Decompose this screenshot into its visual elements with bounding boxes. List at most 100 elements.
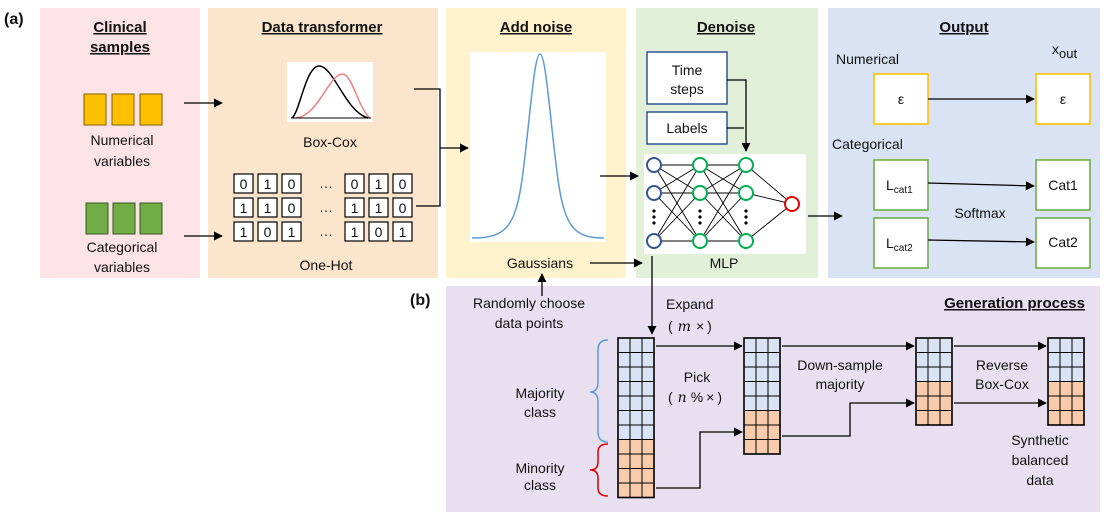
onehot-grid: 0 1 0 0 1 0…1 1 0 1 1 0…1 0 1 1 0 1… [233, 173, 413, 242]
numerical-variables-line2: variables [94, 153, 150, 169]
onehot-cell-value: 0 [288, 200, 296, 216]
downsampled-data-grid-cell [915, 395, 929, 411]
clinical-title-line1: Clinical [93, 19, 146, 36]
onehot-cell-value: 0 [351, 176, 359, 192]
onehot-cell [281, 221, 302, 242]
downsampled-data-grid-cell [939, 366, 953, 382]
reverse-line2: Box-Cox [975, 376, 1029, 392]
picked-data-grid-cell [755, 337, 769, 353]
mlp-edge [699, 164, 747, 194]
expanded-data-grid-cell [617, 468, 631, 484]
onehot-cell [344, 197, 365, 218]
synthetic-line2: balanced [1012, 452, 1069, 468]
mlp-ellipsis-dot [652, 215, 656, 219]
pick-factor: (n% ×) [668, 389, 722, 406]
synthetic-data-grid-cell [1071, 352, 1085, 368]
cat2-box [1035, 217, 1091, 269]
connector-boxcox-out [414, 88, 441, 148]
picked-data-grid-cell [767, 352, 781, 368]
picked-data-grid-cell [755, 395, 769, 411]
onehot-cell [368, 197, 389, 218]
gaussian-curve [471, 53, 605, 239]
onehot-cell [344, 221, 365, 242]
mlp-node [738, 233, 754, 249]
clinical-title-line2: samples [90, 39, 150, 56]
expanded-data-grid-cell [641, 366, 655, 382]
onehot-cell [281, 197, 302, 218]
minority-brace [589, 443, 609, 497]
downsampled-data-grid-cell [927, 381, 941, 397]
majority-class-line2: class [524, 404, 556, 420]
expanded-data-grid-cell [641, 352, 655, 368]
gaussians-label: Gaussians [507, 255, 573, 271]
mlp-node [646, 157, 662, 173]
onehot-cell-value: 1 [399, 224, 407, 240]
onehot-cell [233, 173, 254, 194]
transformer-title: Data transformer [262, 19, 383, 36]
onehot-ellipsis: … [319, 175, 333, 191]
onehot-cell [368, 173, 389, 194]
mlp-ellipsis-dot [652, 209, 656, 213]
picked-data-grid-cell [743, 381, 757, 397]
labels-box-text: Labels [666, 120, 707, 136]
downsampled-data-grid-cell [915, 337, 929, 353]
downsample-line2: majority [815, 376, 864, 392]
expanded-data-grid-cell [629, 439, 643, 455]
onehot-cell-value: 1 [351, 224, 359, 240]
downsampled-data-grid-cell [927, 366, 941, 382]
picked-data-grid-cell [743, 337, 757, 353]
onehot-cell [392, 221, 413, 242]
mlp-node [784, 196, 800, 212]
gaussian-plot-frame [470, 52, 606, 242]
panel-a-tag: (a) [4, 11, 24, 28]
minority-class-line1: Minority [515, 460, 564, 476]
picked-data-grid-cell [767, 410, 781, 426]
mlp-edge [653, 164, 701, 242]
boxcox-red-curve [295, 73, 371, 119]
expand-label: Expand [666, 296, 713, 312]
generation-title: Generation process [944, 295, 1085, 312]
mlp-ellipsis-dot [698, 209, 702, 213]
onehot-cell-value: 0 [264, 224, 272, 240]
onehot-cell-value: 1 [375, 200, 383, 216]
expanded-data-grid-cell [629, 453, 643, 469]
picked-data-grid-cell [767, 395, 781, 411]
softmax-label: Softmax [954, 205, 1005, 221]
downsampled-data-grid-cell [927, 337, 941, 353]
arrow-lcat2-to-cat2 [927, 237, 1035, 247]
downsampled-data-grid-cell [939, 352, 953, 368]
downsampled-data-grid [915, 337, 953, 426]
onehot-cell [344, 173, 365, 194]
categorical-block-3 [139, 202, 163, 235]
downsampled-data-grid-cell [939, 410, 953, 426]
expanded-data-grid-cell [617, 410, 631, 426]
cat2-text: Cat2 [1048, 234, 1078, 250]
synthetic-data-grid-cell [1059, 366, 1073, 382]
expanded-data-grid-cell [629, 337, 643, 353]
expanded-data-grid-cell [629, 352, 643, 368]
downsampled-data-grid-cell [939, 395, 953, 411]
expanded-data-grid-cell [629, 366, 643, 382]
mlp-ellipsis-dot [652, 221, 656, 225]
onehot-cell-value: 1 [288, 224, 296, 240]
picked-data-grid-cell [767, 424, 781, 440]
output-numerical-label: Numerical [836, 51, 899, 67]
majority-class-line1: Majority [515, 385, 564, 401]
lcat1-text: Lcat1 [886, 177, 913, 196]
reverse-line1: Reverse [976, 357, 1028, 373]
expanded-data-grid-cell [629, 424, 643, 440]
expanded-data-grid-cell [617, 439, 631, 455]
categorical-variable-blocks [85, 202, 163, 235]
mlp-node [738, 157, 754, 173]
mlp-node [692, 157, 708, 173]
picked-data-grid-cell [755, 410, 769, 426]
downsampled-data-grid-cell [915, 410, 929, 426]
onehot-cell-value: 0 [399, 200, 407, 216]
expanded-data-grid-cell [641, 453, 655, 469]
random-choose-line2: data points [495, 315, 564, 331]
lcat2-box [873, 217, 929, 269]
mlp-node [692, 185, 708, 201]
epsilon-output-text: ε [1060, 91, 1066, 107]
synthetic-data-grid-cell [1059, 381, 1073, 397]
